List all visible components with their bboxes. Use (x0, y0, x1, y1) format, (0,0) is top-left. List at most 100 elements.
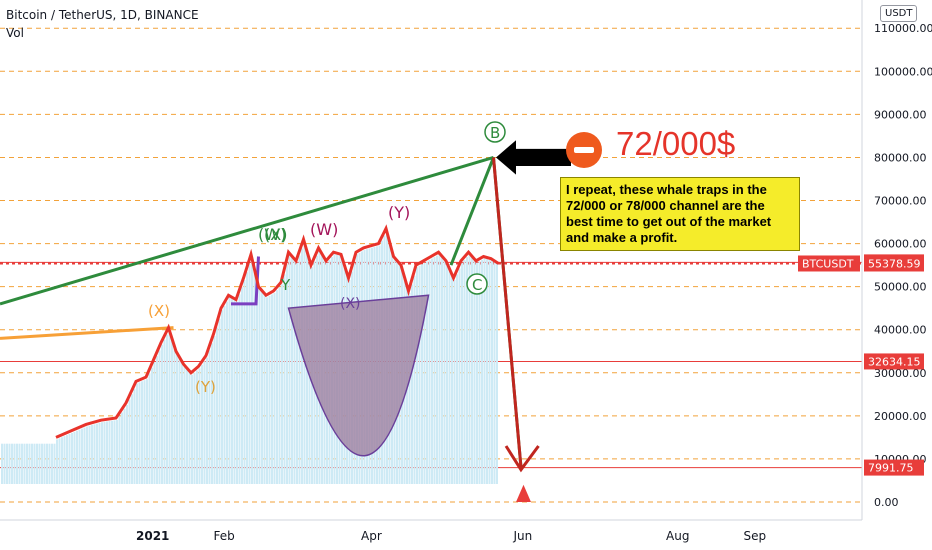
symbol-tag-label: BTCUSDT (802, 257, 854, 270)
volume-bar (196, 370, 198, 484)
volume-bar (31, 443, 33, 484)
stop-icon (566, 132, 602, 168)
volume-bar (458, 268, 461, 484)
volume-bar (228, 297, 231, 484)
y-tick-label: 50000.00 (874, 281, 927, 294)
volume-bar (173, 345, 176, 484)
symbol-tag (798, 255, 860, 272)
price-tag (864, 353, 924, 370)
volume-bar (276, 290, 278, 484)
volume-bar (416, 267, 418, 484)
volume-bar (8, 443, 11, 484)
volume-bar (63, 436, 66, 484)
volume-bar (273, 292, 276, 484)
volume-bar (118, 416, 121, 484)
volume-bar (296, 262, 298, 484)
volume-bar (436, 255, 438, 484)
volume-bar (156, 356, 158, 484)
volume-bar (446, 262, 448, 484)
volume-bar (461, 262, 463, 484)
volume-bar (471, 257, 473, 484)
volume-bar (251, 256, 253, 484)
volume-bar (121, 412, 123, 484)
volume-bar (158, 350, 161, 484)
volume-bar (113, 420, 116, 484)
volume-bar (3, 443, 6, 484)
circled-wave-label: B (490, 124, 500, 142)
volume-bar (266, 297, 268, 484)
volume-bar (128, 399, 131, 484)
volume-bar (176, 353, 178, 484)
volume-bar (268, 295, 271, 484)
y-tick-label: 90000.00 (874, 108, 927, 121)
volume-bar (283, 274, 286, 484)
wave-label: (X) (148, 302, 170, 320)
volume-bar (211, 343, 213, 484)
volume-bar (193, 372, 196, 484)
volume-bar (28, 443, 31, 484)
purple-wave-line (231, 256, 260, 306)
volume-bar (48, 443, 51, 484)
volume-bar (428, 259, 431, 484)
volume-bar (473, 259, 476, 484)
volume-bar (451, 274, 453, 484)
price-line (55, 224, 500, 439)
volume-bar (271, 294, 273, 484)
volume-bar (253, 267, 256, 484)
price-axis: 0.0010000.0020000.0030000.0040000.005000… (798, 0, 932, 520)
volume-bar (53, 443, 56, 484)
volume-bar (96, 423, 98, 484)
currency-button[interactable]: USDT (880, 5, 918, 22)
red-arrow-head (504, 445, 540, 473)
x-tick-label: Aug (666, 529, 689, 543)
x-tick-label: Apr (361, 529, 382, 543)
volume-bar (496, 263, 498, 484)
volume-bar (418, 265, 421, 484)
x-tick-label: 2021 (136, 529, 169, 543)
volume-bar (183, 366, 186, 484)
volume-bar (218, 318, 221, 484)
volume-bar (168, 329, 171, 484)
volume-bar (298, 255, 301, 484)
volume-bar (21, 443, 23, 484)
volume-bar (23, 443, 26, 484)
volume-bar (246, 272, 248, 484)
orange-trend-line (0, 326, 174, 340)
volume-bar (468, 254, 471, 484)
volume-bar (108, 421, 111, 484)
volume-bar (278, 287, 281, 484)
volume-bar (213, 336, 216, 484)
y-tick-label: 0.00 (874, 496, 899, 509)
volume-bar (456, 274, 458, 484)
volume-bar (463, 259, 466, 484)
green-trend-line (0, 156, 494, 306)
volume-bar (111, 420, 113, 484)
volume-bar (486, 259, 488, 484)
volume-bar (493, 262, 496, 484)
volume-bar (26, 443, 28, 484)
volume-bar (163, 339, 166, 484)
volume-bar (98, 422, 101, 484)
volume-bar (203, 361, 206, 484)
volume-bar (198, 368, 201, 484)
volume-bar (91, 425, 93, 484)
y-tick-label: 110000.00 (874, 22, 932, 35)
target-price-text: 72/000$ (616, 125, 736, 162)
volume-bar (443, 259, 446, 484)
volume-bar (263, 294, 266, 484)
symbol-title: Bitcoin / TetherUS, 1D, BINANCE (6, 8, 199, 22)
volume-bar (101, 422, 103, 484)
x-tick-label: Sep (744, 529, 767, 543)
volume-bar (148, 373, 151, 484)
red-projection-line (492, 157, 523, 468)
volume-bar (51, 443, 53, 484)
volume-bar (421, 264, 423, 484)
volume-bar (478, 261, 481, 484)
circled-wave-marker (466, 273, 488, 295)
volume-bar (448, 268, 451, 484)
volume-bars (1, 230, 498, 484)
volume-bar (143, 380, 146, 484)
volume-bar (103, 421, 106, 484)
annotation-note: I repeat, these whale traps in the 72/00… (560, 177, 800, 251)
